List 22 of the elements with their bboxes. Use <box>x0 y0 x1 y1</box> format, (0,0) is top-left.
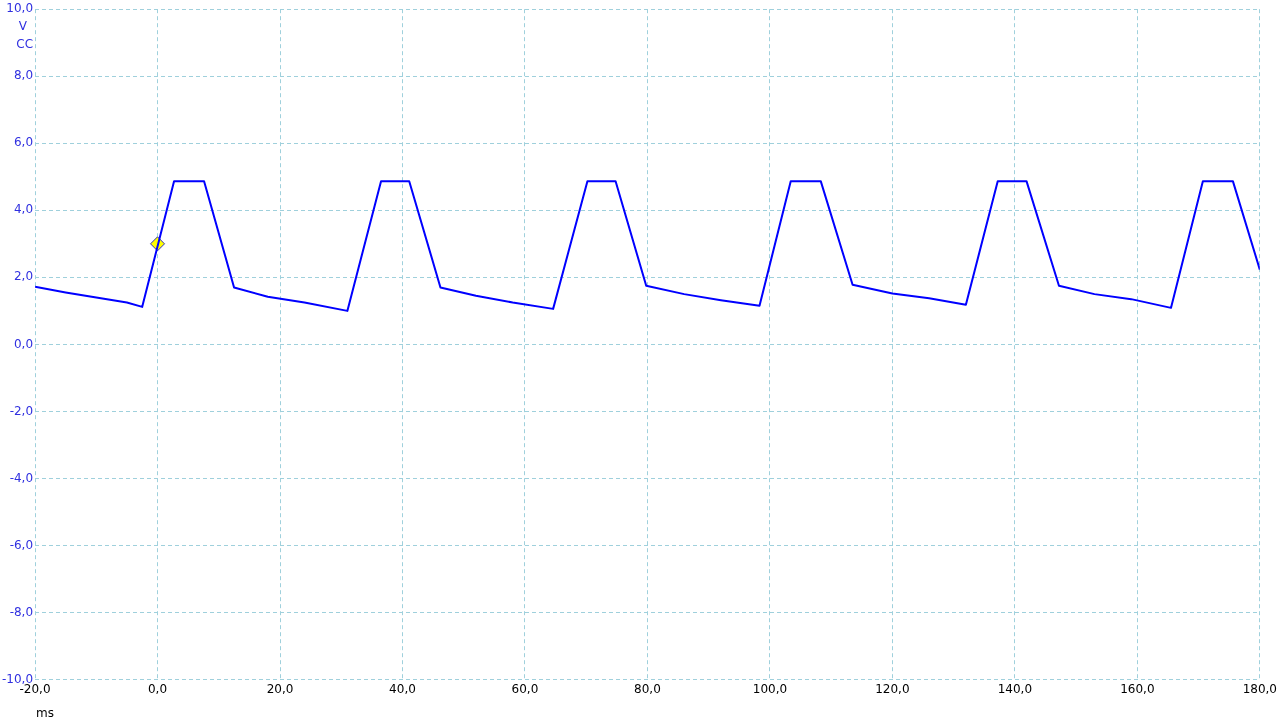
y-tick-label: 8,0 <box>13 68 34 83</box>
x-tick-label: 40,0 <box>389 681 416 696</box>
y-tick-label: 0,0 <box>13 336 34 351</box>
x-tick-label: 20,0 <box>266 681 294 696</box>
y-tick-label: 10,0 <box>6 1 34 16</box>
x-tick-label: 180,0 <box>1242 681 1277 696</box>
y-tick-label: 2,0 <box>13 269 34 284</box>
y-axis-title: V CC <box>16 19 34 52</box>
y-tick-label: -2,0 <box>9 403 34 418</box>
x-tick-label: 60,0 <box>511 681 539 696</box>
y-tick-label: -4,0 <box>9 470 34 485</box>
y-tick-label: -8,0 <box>9 604 34 619</box>
x-tick-label: 140,0 <box>997 681 1033 696</box>
x-tick-label: 160,0 <box>1120 681 1155 696</box>
y-tick-label: 4,0 <box>13 202 34 217</box>
x-tick-label: 80,0 <box>634 681 661 696</box>
x-axis-title: ms <box>36 705 55 720</box>
x-tick-label: 0,0 <box>147 681 168 696</box>
x-tick-label: 100,0 <box>752 681 788 696</box>
y-tick-label: 6,0 <box>13 135 34 150</box>
x-tick-label: 120,0 <box>875 681 910 696</box>
y-tick-label: -6,0 <box>9 537 34 552</box>
